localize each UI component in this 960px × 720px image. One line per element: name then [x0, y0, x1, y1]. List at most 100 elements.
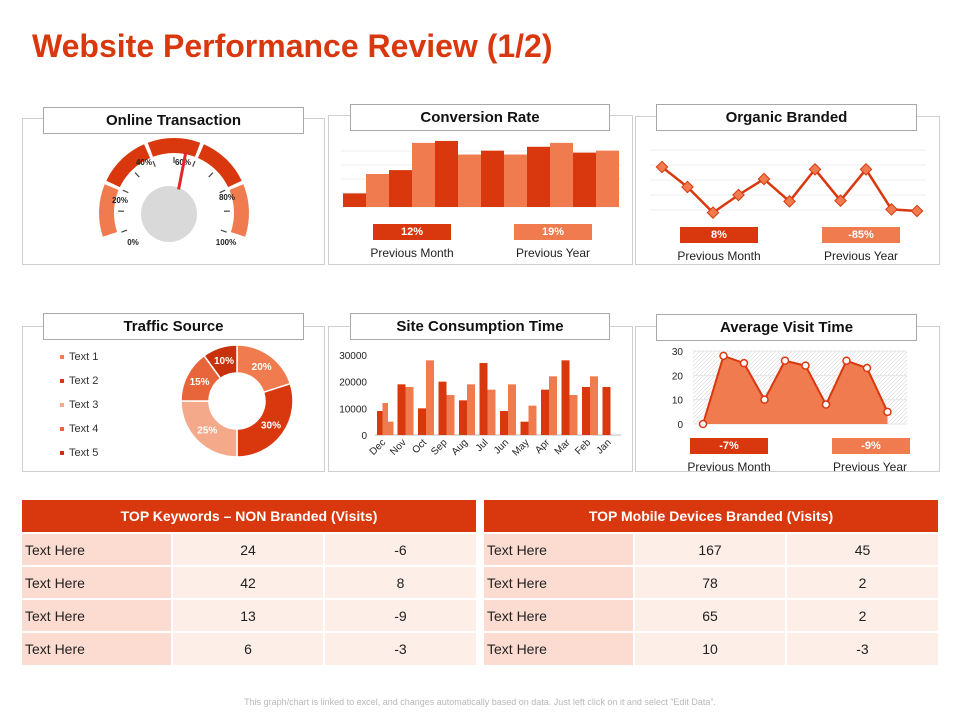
table-cell: -3: [785, 631, 938, 665]
bar: [487, 389, 496, 435]
data-point: [821, 400, 831, 409]
table-row: Text Here 167 45: [484, 532, 938, 566]
site-consumption-panel: 0 10000 20000 30000 Dec Nov Oct Sep Aug Jul Jun May…: [328, 326, 633, 472]
y-tick-label: 30: [672, 347, 684, 358]
avg-visit-chart: 0 10 20 30: [672, 347, 907, 431]
table-cell: Text Here: [22, 598, 172, 632]
online-transaction-title: Online Transaction: [43, 107, 304, 134]
pie-slice: [203, 344, 238, 380]
table-cell: Text Here: [22, 631, 172, 665]
y-tick-label: 30000: [339, 351, 367, 362]
legend-item: Text 5: [60, 446, 98, 470]
online-transaction-panel: 0%20%40%60%80%100%: [22, 118, 325, 265]
y-tick-label: 20: [672, 371, 684, 382]
x-tick-label: Jun: [492, 437, 511, 456]
bar: [343, 193, 366, 207]
bar: [500, 411, 508, 435]
legend-item: Text 4: [60, 422, 98, 446]
mobile-table-header: TOP Mobile Devices Branded (Visits): [484, 500, 938, 533]
pie-slice: [236, 382, 294, 458]
data-point: [757, 172, 771, 186]
legend-label: Text 5: [69, 447, 99, 459]
gauge-segment: [229, 184, 249, 237]
bar: [438, 381, 447, 435]
x-tick-label: Nov: [388, 437, 408, 457]
table-cell: -9: [323, 598, 476, 632]
bar: [382, 403, 388, 435]
bar: [366, 173, 389, 207]
bar: [405, 387, 414, 435]
table-row: Text Here 10 -3: [484, 631, 938, 665]
avg-visit-year-badge: -9%: [832, 438, 910, 454]
avg-visit-year-caption: Previous Year: [832, 460, 908, 474]
table-row: Text Here 78 2: [484, 565, 938, 599]
pie-slice-label: 15%: [190, 377, 210, 388]
bar: [569, 395, 578, 435]
data-point: [883, 407, 892, 417]
bar: [590, 376, 598, 435]
x-tick-label: Jul: [474, 437, 491, 454]
table-cell: 24: [171, 532, 324, 566]
x-tick-label: Aug: [450, 437, 470, 457]
table-cell: -6: [323, 532, 476, 566]
table-cell: Text Here: [484, 532, 634, 566]
traffic-source-chart: 20% 30% 25% 15% 10%: [180, 344, 294, 458]
bar: [596, 150, 619, 207]
x-tick-label: Mar: [553, 437, 573, 457]
table-cell: Text Here: [22, 565, 172, 599]
traffic-source-panel: 20% 30% 25% 15% 10%: [22, 326, 325, 472]
data-point: [783, 195, 796, 208]
table-row: Text Here 24 -6: [22, 532, 476, 566]
legend-label: Text 4: [69, 423, 99, 435]
data-point: [885, 203, 898, 216]
data-point: [808, 163, 822, 176]
bar: [602, 387, 611, 435]
x-tick-label: Feb: [573, 437, 593, 457]
table-cell: 2: [785, 598, 938, 632]
avg-visit-month-badge: -7%: [690, 438, 768, 454]
x-tick-label: May: [510, 437, 531, 458]
table-cell: 13: [171, 598, 324, 632]
table-row: Text Here 13 -9: [22, 598, 476, 632]
avg-visit-title: Average Visit Time: [656, 314, 917, 341]
table-cell: 2: [785, 565, 938, 599]
x-tick-label: Apr: [533, 437, 552, 456]
pie-slice-label: 10%: [214, 356, 234, 367]
gauge-tick: [152, 160, 156, 167]
bar: [467, 384, 475, 435]
table-cell: Text Here: [484, 565, 634, 599]
y-tick-label: 10000: [339, 404, 367, 415]
legend-label: Text 3: [69, 399, 99, 411]
legend-label: Text 2: [69, 375, 99, 387]
table-cell: 78: [633, 565, 786, 599]
pie-slice-label: 30%: [261, 421, 281, 432]
organic-branded-chart: [650, 149, 926, 219]
bar: [446, 395, 455, 435]
gauge-needle: [177, 151, 188, 190]
data-point: [780, 356, 790, 365]
bar: [528, 405, 537, 435]
bar: [549, 376, 557, 435]
pie-slice: [180, 400, 238, 458]
data-point: [859, 163, 873, 176]
avg-visit-month-caption: Previous Month: [687, 460, 771, 474]
bar: [412, 142, 435, 207]
conversion-year-caption: Previous Year: [515, 246, 591, 260]
data-point: [706, 206, 720, 219]
bar: [418, 408, 426, 435]
avg-visit-panel: 0 10 20 30 -7% -9% Previous Month Previous …: [635, 326, 940, 474]
page-title: Website Performance Review (1/2): [32, 28, 553, 64]
gauge-segment: [197, 144, 242, 188]
gauge-tick-label: 20%: [112, 196, 128, 205]
legend-swatch: [60, 427, 64, 432]
conversion-rate-title: Conversion Rate: [350, 104, 610, 131]
x-tick-label: Jan: [594, 437, 613, 456]
legend-item: Text 2: [60, 374, 98, 398]
table-cell: -3: [323, 631, 476, 665]
gauge-chart: 0%20%40%60%80%100%: [99, 138, 249, 247]
table-cell: 6: [171, 631, 324, 665]
gauge-tick-label: 100%: [216, 238, 236, 247]
bar: [377, 411, 383, 435]
conversion-month-badge: 12%: [373, 224, 451, 240]
x-tick-label: Oct: [410, 437, 429, 456]
